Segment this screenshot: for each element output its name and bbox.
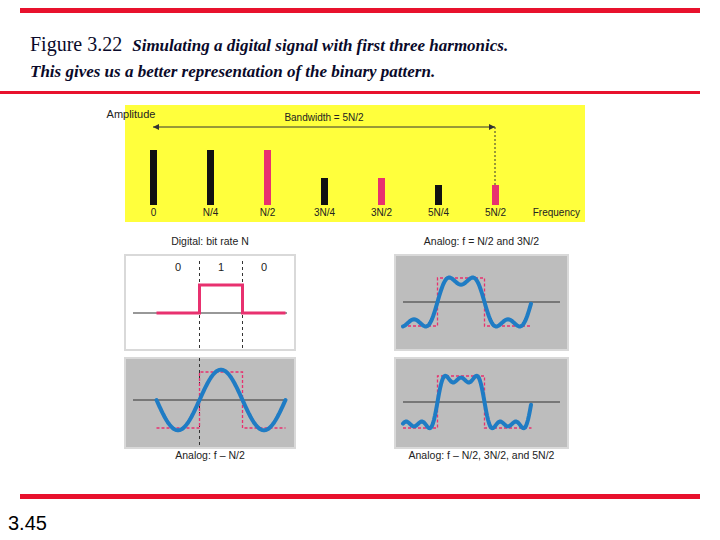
svg-text:Amplitude: Amplitude — [107, 108, 156, 120]
svg-text:3N/2: 3N/2 — [371, 207, 393, 218]
svg-text:0: 0 — [175, 261, 181, 273]
svg-text:Frequency: Frequency — [533, 207, 580, 218]
svg-text:5N/4: 5N/4 — [428, 207, 450, 218]
svg-text:3N/4: 3N/4 — [314, 207, 336, 218]
svg-text:5N/2: 5N/2 — [485, 207, 507, 218]
svg-text:N/2: N/2 — [260, 207, 276, 218]
svg-text:Analog: f – N/2, 3N/2, and 5N/: Analog: f – N/2, 3N/2, and 5N/2 — [409, 449, 555, 461]
svg-text:0: 0 — [151, 207, 157, 218]
html-text:Figure 3.22: Figure 3.22 — [30, 33, 123, 55]
svg-text:N/4: N/4 — [203, 207, 219, 218]
svg-text:1: 1 — [218, 261, 224, 273]
svg-text:Analog: f – N/2: Analog: f – N/2 — [175, 449, 245, 461]
svg-text:3.45: 3.45 — [8, 512, 47, 534]
svg-text:0: 0 — [261, 261, 267, 273]
svg-text:Analog: f = N/2 and 3N/2: Analog: f = N/2 and 3N/2 — [424, 235, 539, 247]
html-text:This gives us a better represe: This gives us a better representation of… — [30, 62, 436, 81]
svg-text:Bandwidth = 5N/2: Bandwidth = 5N/2 — [284, 112, 364, 123]
html-text:Simulating a digital signal wi: Simulating a digital signal with first t… — [132, 36, 509, 55]
svg-text:Digital: bit rate N: Digital: bit rate N — [171, 235, 249, 247]
